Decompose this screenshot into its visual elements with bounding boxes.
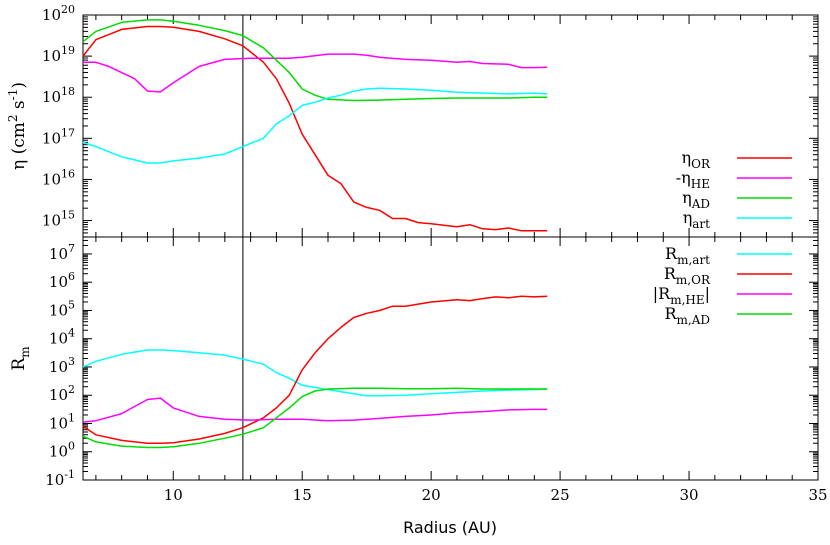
top-series-line-3 <box>82 19 548 102</box>
top-legend-label-2: -ηHE <box>676 168 710 191</box>
x-tick-label: 20 <box>422 486 441 504</box>
y-tick-label: 1019 <box>42 44 75 65</box>
y-tick-label: 1017 <box>42 126 75 147</box>
y-tick-label: 1016 <box>42 167 75 188</box>
top-panel-eta: 1015 1016 1017 1018 1019 1020 η (cm2 s-1) ηOR-η… <box>6 3 819 238</box>
bottom-legend-label-4: Rm,AD <box>664 304 710 327</box>
top-series-line-4 <box>82 87 548 164</box>
y-tick-label: 106 <box>49 270 75 291</box>
top-series-line-2 <box>83 53 548 93</box>
x-tick-label: 10 <box>164 486 183 504</box>
x-axis-label: Radius (AU) <box>403 518 497 537</box>
bottom-series-line-2 <box>82 295 548 445</box>
bottom-series-line-3 <box>82 397 548 423</box>
bottom-legend-label-2: Rm,OR <box>664 264 711 287</box>
y-tick-label: 107 <box>49 242 75 263</box>
y-tick-label: 103 <box>49 355 75 376</box>
y-tick-label: 104 <box>49 327 75 348</box>
y-tick-label: 105 <box>49 298 75 319</box>
y-tick-label: 101 <box>49 411 75 432</box>
x-tick-label: 30 <box>680 486 699 504</box>
top-legend-label-4: ηart <box>683 208 710 231</box>
y-tick-label: 10-1 <box>45 468 75 489</box>
x-tick-label: 25 <box>551 486 570 504</box>
bottom-y-axis-label: Rm <box>9 346 32 371</box>
x-tick-label: 15 <box>293 486 312 504</box>
bottom-legend-label-3: |Rm,HE| <box>653 284 710 307</box>
top-y-axis-label: η (cm2 s-1) <box>6 82 29 170</box>
y-tick-label: 100 <box>49 440 75 461</box>
top-legend-label-1: ηOR <box>682 148 711 171</box>
y-tick-label: 1018 <box>42 85 75 106</box>
bottom-series-line-4 <box>82 387 548 449</box>
x-tick-label: 35 <box>808 486 827 504</box>
top-legend-label-3: ηAD <box>682 188 710 211</box>
top-series-line-1 <box>82 25 548 232</box>
y-tick-label: 1020 <box>42 3 75 24</box>
y-tick-label: 102 <box>49 383 75 404</box>
bottom-panel-rm: 10-1 100 101 102 103 104 105 106 107 10 15 20 25 30 35… <box>9 236 828 504</box>
bottom-legend-label-1: Rm,art <box>665 244 710 267</box>
y-tick-label: 1015 <box>42 209 75 230</box>
